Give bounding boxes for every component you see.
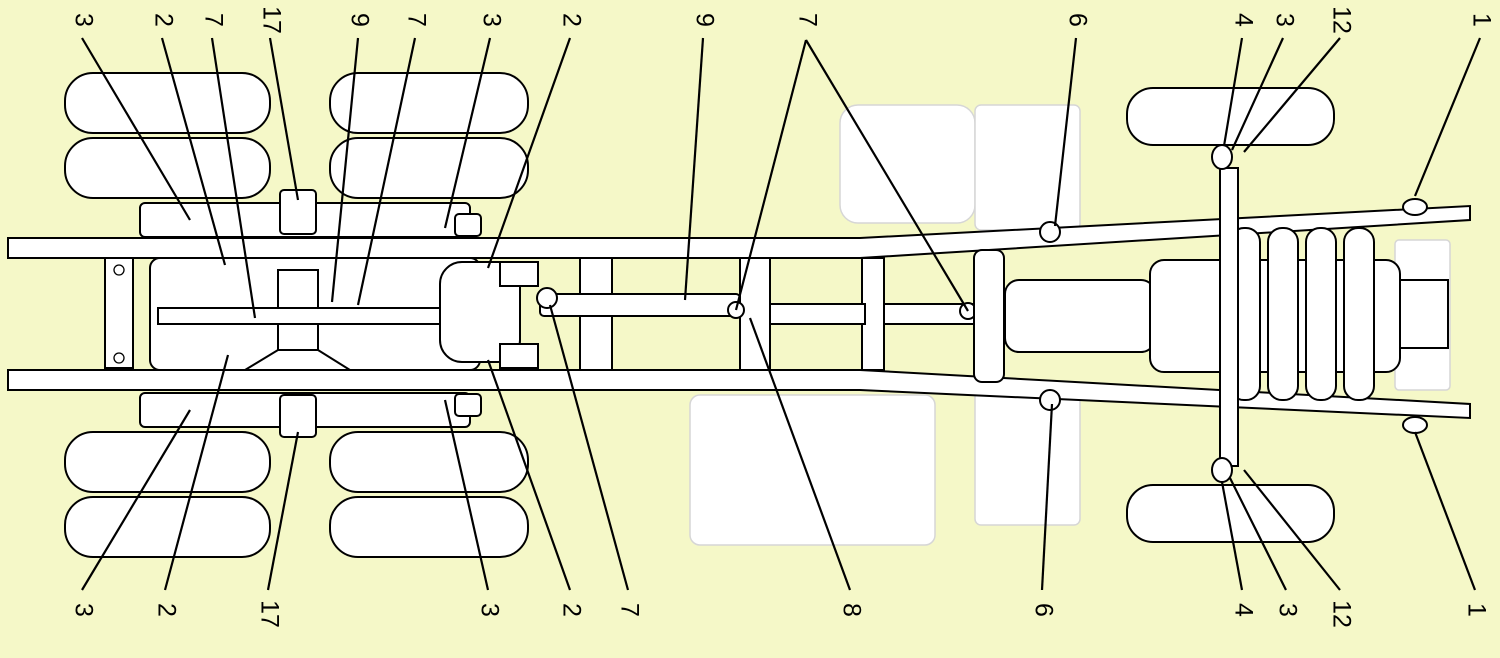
callout-label: 2 — [152, 603, 180, 617]
callout-label: 4 — [1229, 13, 1257, 27]
callout-label: 7 — [402, 13, 430, 27]
callout-label: 17 — [255, 600, 283, 628]
frame-rails — [7, 204, 1471, 420]
leader-lines — [81, 37, 1482, 591]
callout-label: 7 — [199, 13, 227, 27]
callout-label: 1 — [1462, 603, 1490, 617]
callout-label: 3 — [477, 13, 505, 27]
callout-label: 8 — [837, 603, 865, 617]
callout-label: 9 — [690, 13, 718, 27]
callout-label: 6 — [1063, 13, 1091, 27]
callout-label: 6 — [1029, 603, 1057, 617]
callout-label: 9 — [345, 13, 373, 27]
callout-label: 17 — [257, 6, 285, 34]
callout-label: 1 — [1467, 13, 1495, 27]
callout-label: 12 — [1327, 6, 1355, 34]
callout-label: 7 — [793, 13, 821, 27]
callout-label: 3 — [69, 603, 97, 617]
ghost-outlines — [689, 104, 1451, 546]
callout-labels-bottom: 3 2 17 3 2 7 8 6 4 3 12 1 — [69, 600, 1490, 628]
rear-axles — [149, 257, 539, 371]
rear-springs — [139, 189, 482, 438]
callout-label: 3 — [1273, 603, 1301, 617]
callout-label: 3 — [69, 13, 97, 27]
callout-label: 2 — [149, 13, 177, 27]
rear-crossmember — [104, 257, 134, 369]
engine — [1004, 227, 1449, 401]
callout-label: 3 — [1270, 13, 1298, 27]
callout-label: 2 — [557, 13, 585, 27]
callout-label: 12 — [1327, 600, 1355, 628]
callout-labels-top: 3 2 7 17 9 7 3 2 9 7 6 4 3 12 1 — [69, 6, 1495, 34]
front-axle — [1039, 144, 1428, 483]
driveline — [536, 249, 1005, 383]
callout-label: 2 — [557, 603, 585, 617]
callout-label: 3 — [475, 603, 503, 617]
front-tyres — [1126, 87, 1335, 543]
callout-label: 7 — [615, 603, 643, 617]
callout-label: 4 — [1229, 603, 1257, 617]
